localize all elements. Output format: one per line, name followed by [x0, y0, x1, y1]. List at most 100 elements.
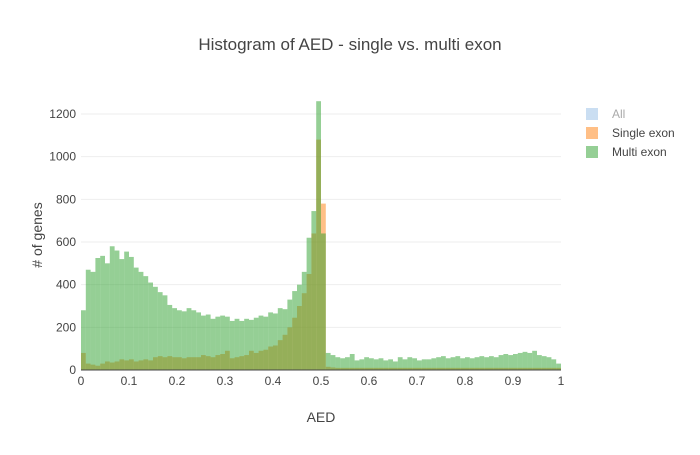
y-tick-label: 400 — [56, 278, 76, 292]
bar — [417, 360, 422, 370]
bar — [205, 314, 211, 370]
legend-item[interactable]: Single exon — [586, 126, 675, 140]
histogram-bars — [81, 101, 561, 370]
bar — [469, 358, 475, 370]
x-tick-label: 0.7 — [409, 374, 426, 388]
bar — [277, 308, 283, 370]
y-tick-label: 1200 — [49, 107, 76, 121]
bar — [460, 358, 465, 370]
legend-swatch — [586, 108, 598, 120]
bar — [441, 356, 446, 370]
bar — [157, 292, 163, 370]
y-tick-label: 1000 — [49, 150, 76, 164]
series-multi-exon — [81, 101, 561, 370]
bar — [196, 312, 201, 370]
bar — [508, 355, 513, 370]
bar — [474, 357, 480, 370]
bar — [517, 352, 523, 370]
y-tick-label: 200 — [56, 320, 76, 334]
bar — [273, 313, 278, 370]
y-axis-label: # of genes — [29, 202, 45, 267]
bar — [181, 311, 187, 370]
bar — [311, 211, 317, 370]
bar — [85, 269, 91, 370]
bar — [479, 356, 485, 370]
bar — [81, 310, 86, 370]
bar — [537, 355, 542, 370]
x-tick-labels: 0 0.1 0.2 0.3 0.4 0.5 0.6 0.7 0.8 0.9 1 — [78, 374, 565, 388]
bar — [349, 354, 355, 370]
bar — [95, 258, 101, 370]
chart-title: Histogram of AED - single vs. multi exon — [198, 35, 501, 54]
y-tick-label: 600 — [56, 235, 76, 249]
bar — [287, 299, 293, 370]
bar — [229, 320, 235, 370]
bar — [306, 237, 312, 370]
bar — [172, 308, 177, 370]
bar — [359, 359, 365, 370]
bar — [484, 357, 489, 370]
x-tick-label: 0.1 — [121, 374, 138, 388]
legend[interactable]: All Single exon Multi exon — [586, 107, 675, 159]
bar — [244, 318, 249, 370]
bar — [513, 354, 518, 370]
bar — [263, 316, 269, 370]
bar — [210, 318, 216, 370]
bar — [393, 361, 398, 370]
bar — [321, 233, 326, 370]
bar — [143, 276, 149, 370]
bar — [373, 359, 379, 370]
bar — [253, 317, 259, 370]
x-tick-label: 0.3 — [217, 374, 234, 388]
x-tick-label: 0.8 — [457, 374, 474, 388]
bar — [493, 357, 499, 370]
bar — [191, 310, 197, 370]
bar — [133, 267, 139, 370]
bar — [119, 259, 125, 370]
bar — [369, 358, 374, 370]
bar — [527, 352, 533, 370]
bar — [90, 271, 96, 370]
legend-item[interactable]: All — [586, 107, 625, 121]
legend-label: Single exon — [612, 126, 675, 140]
bar — [450, 357, 456, 370]
x-axis-label: AED — [307, 409, 336, 425]
x-tick-label: 1 — [558, 374, 565, 388]
y-tick-label: 800 — [56, 192, 76, 206]
legend-item[interactable]: Multi exon — [586, 145, 667, 159]
bar — [354, 360, 360, 370]
bar — [167, 304, 173, 370]
bar — [340, 358, 345, 370]
y-tick-label: 0 — [69, 363, 76, 377]
bar — [364, 357, 369, 370]
y-tick-labels: 0 200 400 600 800 1000 1200 — [49, 107, 76, 377]
bar — [148, 282, 153, 370]
bar — [412, 358, 417, 370]
bar — [498, 355, 504, 370]
bar — [436, 357, 441, 370]
bar — [522, 351, 528, 370]
bar — [129, 256, 134, 370]
bar — [465, 357, 470, 370]
x-tick-label: 0.2 — [169, 374, 186, 388]
bar — [335, 357, 341, 370]
bar — [234, 318, 240, 370]
bar — [239, 320, 245, 370]
bar — [489, 356, 494, 370]
bar — [378, 358, 384, 370]
legend-swatch — [586, 127, 598, 139]
bar — [162, 295, 168, 370]
bar — [215, 316, 221, 370]
x-tick-label: 0.4 — [265, 374, 282, 388]
x-tick-label: 0.5 — [313, 374, 330, 388]
bar — [541, 356, 547, 370]
bar — [556, 363, 561, 370]
bar — [297, 284, 302, 370]
bar — [220, 315, 225, 370]
bar — [325, 352, 331, 370]
bar — [268, 312, 273, 370]
bar — [426, 359, 432, 370]
